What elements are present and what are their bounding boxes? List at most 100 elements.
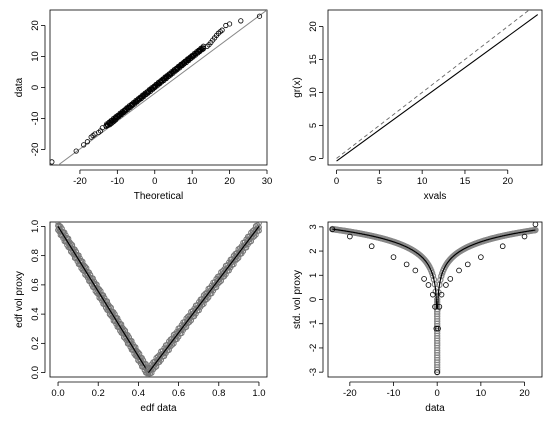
x-tick-label: -20 [343, 388, 357, 399]
edf-plot: 0.0 0.2 0.4 0.6 0.8 1.0 edf data 0.0 0.2 0.4 0.6 0.… [14, 220, 268, 414]
y-axis-label: data [14, 77, 25, 97]
y-axis-label: std. vol proxy [292, 270, 303, 329]
solid-series-line [336, 14, 539, 162]
data-point [425, 282, 432, 288]
data-point [443, 282, 449, 288]
data-point [174, 65, 180, 71]
data-point [243, 244, 250, 251]
data-point [200, 46, 206, 52]
data-point [81, 142, 87, 148]
data-point [84, 139, 91, 145]
data-point [183, 315, 190, 322]
data-point [148, 370, 155, 376]
x-tick-label: 0.4 [132, 388, 145, 399]
data-point [159, 77, 165, 83]
plot-area [55, 222, 262, 377]
plot-area [336, 10, 539, 162]
x-tick-label: 20 [502, 176, 513, 187]
data-point [256, 222, 262, 226]
data-point [167, 71, 173, 77]
data-point [256, 227, 262, 234]
data-point [499, 243, 506, 250]
y-tick-label: 0 [308, 297, 319, 302]
y-tick-label: 0.6 [30, 278, 41, 291]
data-point [438, 291, 445, 298]
y-tick-label: 0.0 [30, 366, 41, 379]
data-point [148, 86, 154, 92]
x-axis-label: data [425, 403, 445, 414]
data-point [456, 267, 462, 274]
data-point [153, 354, 160, 361]
y-tick-label: 0.8 [30, 249, 41, 262]
x-axis-label: Theoretical [134, 191, 183, 202]
y-tick-label: -2 [308, 344, 319, 352]
data-point [447, 276, 454, 282]
y-tick-label: -10 [30, 112, 41, 126]
x-tick-label: 30 [262, 176, 273, 187]
y-axis-label: edf vol proxy [14, 271, 25, 328]
data-point [438, 272, 445, 280]
data-point [521, 233, 528, 240]
plot-frame [49, 9, 268, 166]
y-tick-label: 10 [30, 51, 41, 62]
x-axis-label: xvals [424, 191, 447, 202]
data-point [421, 276, 427, 282]
data-point [464, 261, 471, 268]
data-point [226, 267, 232, 274]
data-point [163, 74, 169, 80]
x-tick-label: 0 [152, 176, 157, 187]
x-tick-label: 10 [187, 176, 198, 187]
plot-frame [49, 221, 268, 378]
data-point [144, 89, 150, 95]
x-tick-label: 0.6 [172, 388, 185, 399]
left-fit-line [57, 226, 149, 373]
data-point [193, 50, 199, 57]
dashed-series-line [336, 10, 530, 159]
right-fit-line [147, 226, 260, 373]
x-tick-label: 0.8 [212, 388, 225, 399]
data-point [140, 92, 147, 98]
y-tick-label: 3 [308, 224, 319, 229]
y-tick-label: 0 [30, 85, 41, 90]
x-tick-label: 0.0 [51, 388, 64, 399]
data-point [403, 261, 410, 268]
y-tick-label: 10 [308, 87, 319, 98]
data-point [429, 272, 437, 280]
y-tick-label: 0.4 [30, 308, 41, 321]
data-point [213, 284, 220, 291]
y-tick-label: 15 [308, 54, 319, 65]
y-axis-label: gr(x) [292, 77, 303, 98]
y-tick-label: -3 [308, 368, 319, 376]
data-point [170, 68, 177, 74]
data-point [189, 53, 195, 60]
plot-frame [327, 9, 543, 166]
y-tick-label: 20 [30, 20, 41, 31]
data-point [50, 159, 55, 165]
data-point [433, 298, 441, 306]
data-point [200, 43, 206, 49]
data-point [155, 80, 162, 87]
x-tick-label: 5 [377, 176, 382, 187]
y-tick-label: 20 [308, 21, 319, 32]
data-point [185, 56, 192, 62]
x-tick-label: 10 [417, 176, 428, 187]
data-point [248, 229, 255, 236]
qq-plot: -20 -10 0 10 20 30 Theoretical -20 -10 0 10 20 data [14, 9, 273, 202]
data-point [430, 291, 436, 298]
data-point [532, 222, 539, 228]
x-tick-label: 20 [224, 176, 235, 187]
data-point [219, 27, 225, 33]
data-point [256, 224, 262, 231]
y-tick-label: 2 [308, 248, 319, 253]
data-point [178, 330, 185, 337]
data-point [178, 62, 184, 68]
x-tick-label: -10 [387, 388, 401, 399]
x-tick-label: 0.2 [92, 388, 105, 399]
x-tick-label: 0 [334, 176, 339, 187]
data-point [200, 292, 207, 299]
fit-curve [332, 228, 536, 309]
data-point [238, 18, 244, 24]
data-point [412, 267, 419, 274]
y-tick-label: 1 [308, 273, 319, 278]
data-point [122, 108, 128, 114]
